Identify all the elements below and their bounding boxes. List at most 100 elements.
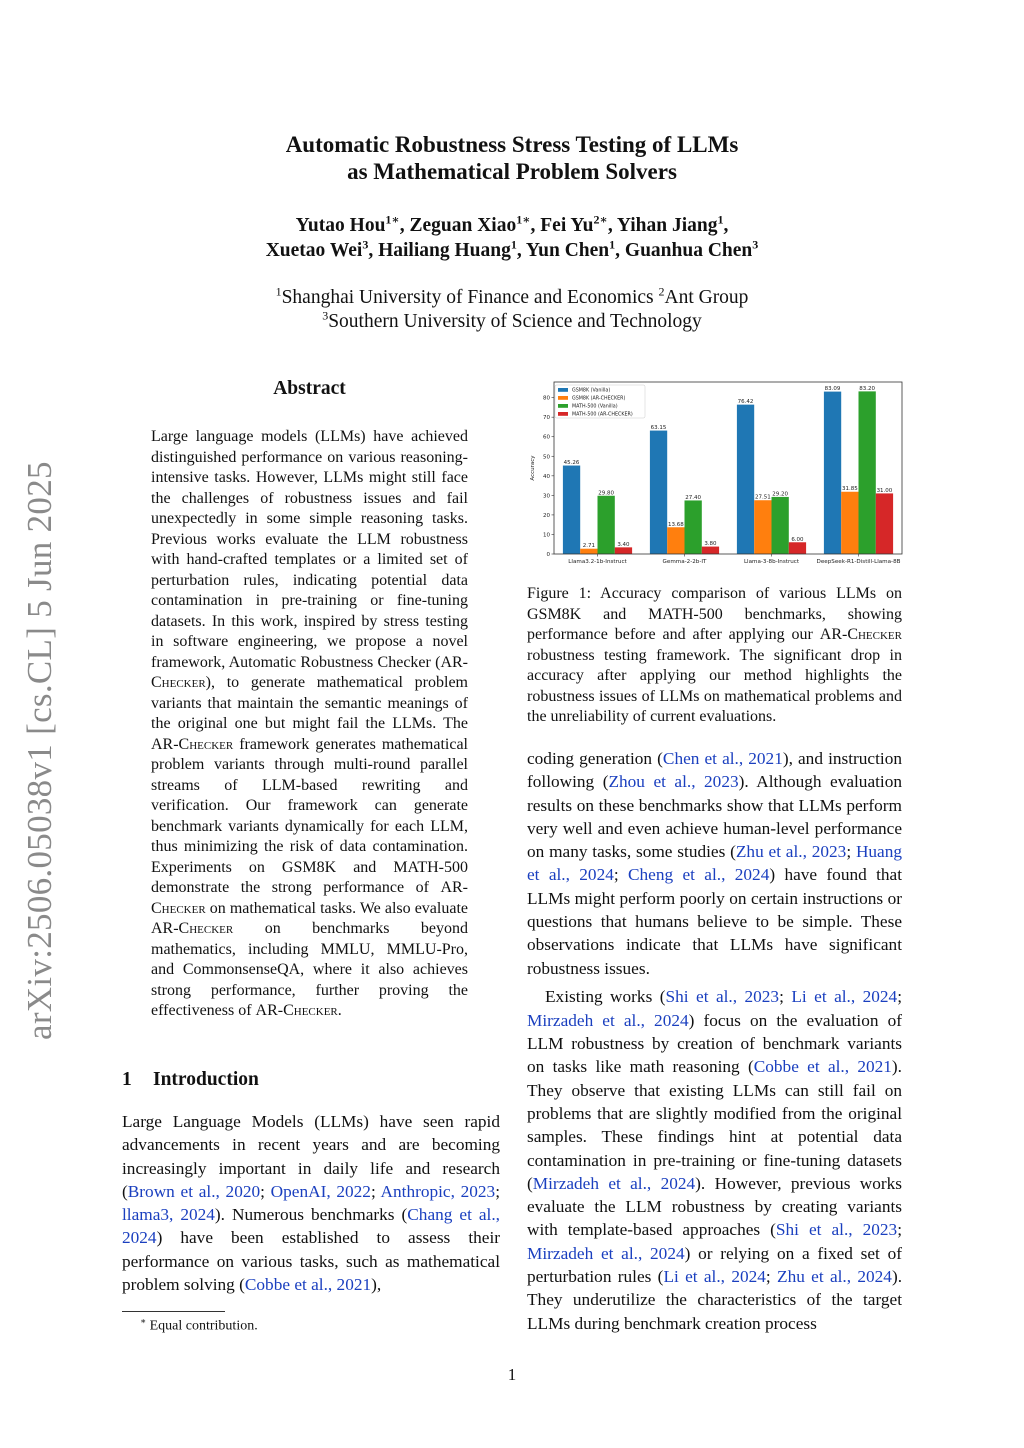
- introduction-left-column: Large Language Models (LLMs) have seen r…: [122, 1110, 500, 1296]
- method-name: AR-Checker: [255, 1002, 338, 1019]
- citation-link[interactable]: Shi et al., 2023: [665, 987, 780, 1007]
- author-name: Guanhua Chen: [624, 240, 753, 261]
- citation-link[interactable]: Chang et al., 2024: [122, 1205, 501, 1248]
- bar: [580, 548, 598, 554]
- citation-link[interactable]: Brown et al., 2020: [127, 1181, 261, 1201]
- citation-link[interactable]: Anthropic, 2023: [380, 1181, 496, 1201]
- text-run: ). Numerous benchmarks (: [214, 1205, 408, 1225]
- legend-label: GSM8K (AR-CHECKER): [572, 396, 625, 402]
- author-name: Yihan Jiang: [616, 215, 718, 236]
- page-number: 1: [507, 1365, 517, 1384]
- citation-link[interactable]: Cheng et al., 2024: [628, 865, 770, 885]
- author-separator: ,: [723, 215, 729, 236]
- citation-link[interactable]: Zhou et al., 2023: [608, 772, 739, 792]
- text-run: ;: [897, 1220, 902, 1240]
- citation-link[interactable]: Li et al., 2024: [791, 987, 898, 1007]
- bar: [667, 527, 685, 554]
- footnote: ∗ Equal contribution.: [140, 1316, 258, 1335]
- text-run: ),: [371, 1275, 382, 1295]
- method-name: AR-Checker: [151, 735, 234, 753]
- method-name: AR-Checker: [151, 879, 468, 917]
- citation-link[interactable]: Li et al., 2024: [663, 1267, 766, 1287]
- author-affiliation-mark: 1∗: [516, 212, 531, 227]
- author-affiliation-mark: 1: [510, 237, 517, 252]
- text-run: ;: [613, 865, 629, 885]
- citation-link[interactable]: Mirzadeh et al., 2024: [532, 1173, 696, 1193]
- bar: [771, 496, 789, 554]
- author-affiliation-mark: 1: [609, 237, 616, 252]
- affiliation-name: Shanghai University of Finance and Econo…: [281, 287, 659, 308]
- author-name: Fei Yu: [540, 215, 594, 236]
- bar-value-label: 31.85: [842, 486, 858, 492]
- paragraph: coding generation (Chen et al., 2021), a…: [527, 747, 902, 980]
- bar: [858, 391, 876, 554]
- text-run: Figure 1: Accuracy comparison of various…: [527, 585, 902, 643]
- bar-value-label: 2.71: [583, 543, 595, 549]
- bar: [649, 430, 668, 554]
- bar-value-label: 31.00: [877, 488, 893, 494]
- y-tick-label: 0: [547, 552, 551, 558]
- text-run: on mathematical tasks. We also evaluate: [205, 899, 468, 917]
- bar-value-label: 76.42: [738, 399, 754, 405]
- citation-link[interactable]: Huang et al., 2024: [527, 842, 903, 885]
- y-tick-label: 60: [543, 435, 550, 441]
- x-tick-label: Llama-3-8b-Instruct: [744, 559, 800, 565]
- citation-link[interactable]: Mirzadeh et al., 2024: [527, 1010, 689, 1030]
- citation-link[interactable]: Zhu et al., 2023: [735, 842, 847, 862]
- plot-frame: [553, 381, 903, 555]
- citation-link[interactable]: Cobbe et al., 2021: [753, 1057, 892, 1077]
- citation-link[interactable]: Zhu et al., 2024: [777, 1267, 892, 1287]
- author-line: Xuetao Wei3, Hailiang Huang1, Yun Chen1,…: [0, 238, 1024, 263]
- paragraph: Large Language Models (LLMs) have seen r…: [122, 1110, 500, 1296]
- citation-link[interactable]: Shi et al., 2023: [775, 1220, 898, 1240]
- citation-link[interactable]: OpenAI, 2022: [270, 1181, 371, 1201]
- text-run: ) have found that LLMs might perform poo…: [527, 865, 903, 978]
- text-run: Existing works (: [545, 987, 666, 1007]
- text-run: Large Language Models (LLMs) have seen r…: [122, 1112, 500, 1201]
- x-tick-label: DeepSeek-R1-Distill-Llama-8B: [817, 559, 901, 565]
- text-run: on benchmarks beyond mathematics, includ…: [151, 920, 468, 1019]
- text-run: ) have been established to assess their …: [122, 1228, 500, 1295]
- author-affiliation-mark: 3: [752, 237, 759, 252]
- bar-value-label: 3.40: [617, 542, 630, 548]
- citation-link[interactable]: Chen et al., 2021: [662, 749, 783, 768]
- text-run: ;: [370, 1181, 381, 1201]
- legend-label: MATH-500 (AR-CHECKER): [572, 412, 633, 418]
- bar: [841, 491, 859, 554]
- bar-value-label: 83.09: [825, 386, 841, 392]
- author-name: Hailiang Huang: [378, 240, 511, 261]
- bar-value-label: 27.51: [755, 495, 771, 501]
- citation-link[interactable]: llama3, 2024: [122, 1205, 215, 1225]
- author-separator: ,: [399, 215, 410, 236]
- bar-value-label: 3.80: [704, 541, 717, 547]
- bar-value-label: 6.00: [791, 537, 804, 543]
- citation-link[interactable]: Cobbe et al., 2021: [244, 1275, 372, 1295]
- author-name: Yun Chen: [525, 240, 610, 261]
- bar-value-label: 29.20: [772, 491, 788, 497]
- footnote-rule: [122, 1311, 225, 1312]
- text-run: ). Although evaluation results on these …: [527, 772, 902, 862]
- author-list: Yutao Hou1∗, Zeguan Xiao1∗, Fei Yu2∗, Yi…: [0, 213, 1024, 263]
- text-run: robustness testing framework. The signif…: [527, 646, 902, 726]
- text-run: Large language models (LLMs) have achiev…: [151, 428, 468, 671]
- bar-value-label: 45.26: [564, 460, 580, 466]
- text-run: framework generates mathematical problem…: [151, 735, 468, 897]
- author-name: Zeguan Xiao: [409, 215, 517, 236]
- text-run: ;: [846, 842, 856, 862]
- citation-link[interactable]: Mirzadeh et al., 2024: [527, 1243, 685, 1263]
- footnote-text: Equal contribution.: [149, 1318, 258, 1334]
- paragraph: Large language models (LLMs) have achiev…: [151, 427, 468, 1022]
- affiliation-name: Southern University of Science and Techn…: [328, 311, 702, 332]
- legend-label: MATH-500 (Vanilla): [572, 404, 618, 410]
- y-tick-label: 20: [543, 513, 550, 519]
- text-run: ). They underutilize the characteristics…: [527, 1267, 903, 1333]
- affiliations: 1Shanghai University of Finance and Econ…: [0, 286, 1024, 334]
- text-run: ), to generate mathematical problem vari…: [151, 674, 468, 732]
- author-affiliation-mark: 1: [717, 212, 724, 227]
- bar: [875, 493, 894, 554]
- text-run: ;: [495, 1181, 501, 1201]
- text-run: coding generation (: [527, 749, 663, 768]
- abstract-heading: Abstract: [273, 378, 346, 399]
- method-name: AR-Checker: [151, 920, 234, 937]
- affiliation-name: Ant Group: [664, 287, 749, 308]
